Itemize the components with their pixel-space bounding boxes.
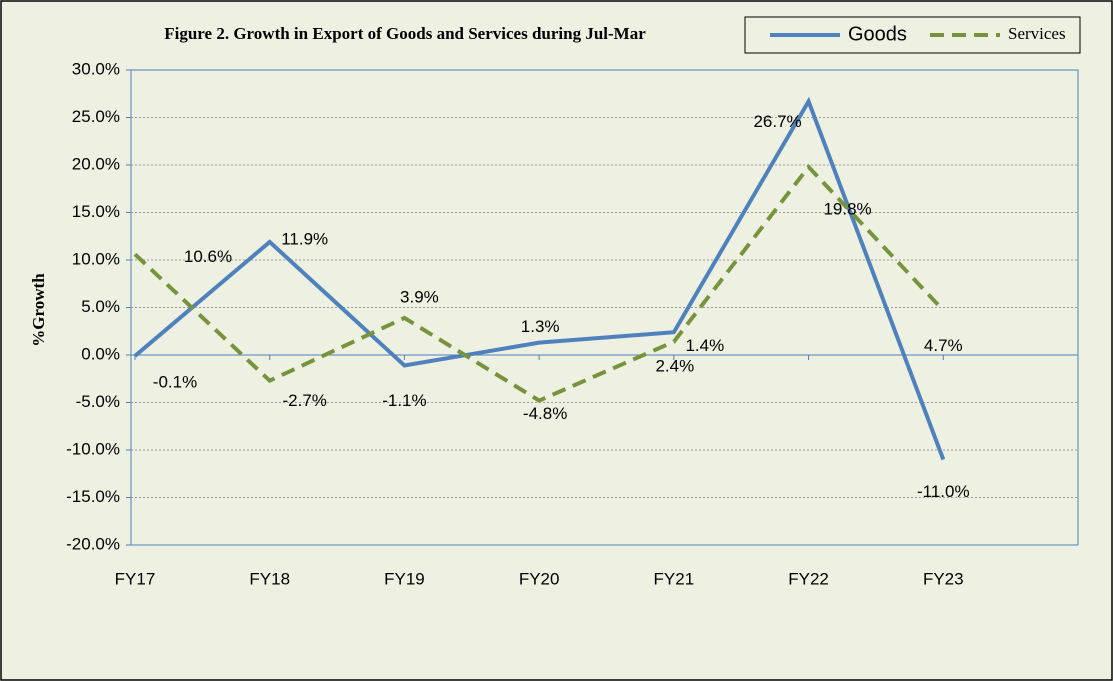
x-tick-label: FY19 (384, 569, 425, 588)
data-label: 11.9% (281, 229, 328, 248)
x-tick-label: FY21 (654, 569, 695, 588)
y-tick-label: -20.0% (66, 534, 120, 553)
data-label: 26.7% (753, 112, 801, 131)
y-tick-label: 15.0% (72, 202, 120, 221)
data-label: 19.8% (823, 199, 871, 218)
data-label: -4.8% (523, 404, 567, 423)
data-label: 10.6% (184, 247, 232, 266)
data-label: 2.4% (655, 357, 694, 376)
y-tick-label: -15.0% (66, 487, 120, 506)
y-tick-label: 0.0% (81, 344, 120, 363)
y-tick-label: -10.0% (66, 439, 120, 458)
y-tick-label: 25.0% (72, 107, 120, 126)
data-label: 3.9% (400, 287, 439, 306)
chart-title: Figure 2. Growth in Export of Goods and … (164, 24, 646, 43)
data-label: -1.1% (382, 391, 426, 410)
series-line (133, 163, 945, 403)
y-tick-label: 20.0% (72, 154, 120, 173)
series-line (133, 96, 946, 461)
data-label: -2.7% (283, 391, 327, 410)
x-tick-label: FY23 (923, 569, 964, 588)
legend: Goods Services (744, 16, 1081, 54)
data-label: 1.4% (685, 336, 724, 355)
legend-label: Services (1008, 24, 1066, 43)
x-tick-label: FY20 (519, 569, 560, 588)
y-tick-label: -5.0% (76, 392, 120, 411)
y-tick-label: 30.0% (72, 59, 120, 78)
data-label: 4.7% (924, 336, 963, 355)
legend-label: Goods (848, 23, 907, 45)
y-tick-label: 5.0% (81, 297, 120, 316)
x-tick-label: FY17 (115, 569, 156, 588)
x-tick-label: FY22 (788, 569, 829, 588)
data-label: 1.3% (521, 317, 560, 336)
y-axis-label: %Growth (29, 273, 48, 347)
data-label: -11.0% (917, 482, 970, 501)
y-tick-label: 10.0% (72, 249, 120, 268)
x-tick-label: FY18 (249, 569, 290, 588)
data-label: -0.1% (153, 372, 197, 391)
